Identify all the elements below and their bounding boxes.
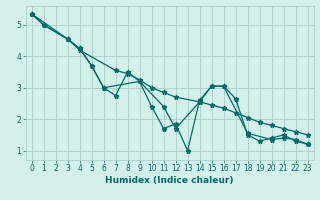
X-axis label: Humidex (Indice chaleur): Humidex (Indice chaleur)	[105, 176, 234, 185]
